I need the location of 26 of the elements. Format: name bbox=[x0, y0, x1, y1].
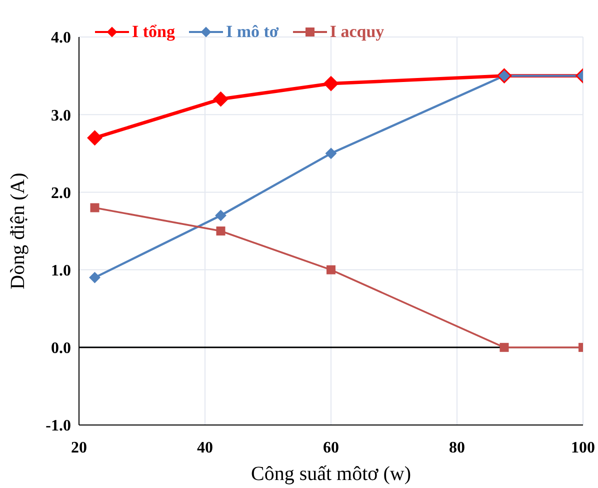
y-tick-label: 0.0 bbox=[51, 340, 71, 358]
point bbox=[326, 148, 336, 159]
legend-label: I acquy bbox=[328, 22, 384, 42]
point bbox=[89, 272, 100, 284]
point bbox=[215, 210, 226, 221]
y-tick-label: -1.0 bbox=[46, 418, 71, 435]
x-tick-label: 80 bbox=[449, 439, 465, 456]
x-tick-label: 40 bbox=[197, 439, 213, 456]
point bbox=[324, 76, 338, 92]
x-tick-label: 20 bbox=[71, 439, 87, 456]
legend-label: I tổng bbox=[131, 22, 175, 42]
point bbox=[216, 226, 226, 236]
y-tick-label: 3.0 bbox=[51, 107, 71, 124]
x-tick-label: 60 bbox=[323, 439, 339, 456]
x-tick-label: 100 bbox=[571, 439, 595, 456]
y-tick-label: 4.0 bbox=[51, 30, 71, 47]
point bbox=[87, 130, 102, 146]
y-tick-label: 2.0 bbox=[51, 184, 71, 202]
x-axis-title: Công suất môtơ (w) bbox=[250, 463, 412, 485]
point bbox=[90, 203, 100, 212]
legend-label: I mô tơ bbox=[224, 22, 279, 42]
point bbox=[326, 265, 336, 274]
point bbox=[213, 92, 228, 107]
y-tick-label: 1.0 bbox=[51, 262, 71, 280]
point bbox=[500, 342, 509, 352]
y-axis-title: Dòng điện (A) bbox=[7, 172, 30, 290]
